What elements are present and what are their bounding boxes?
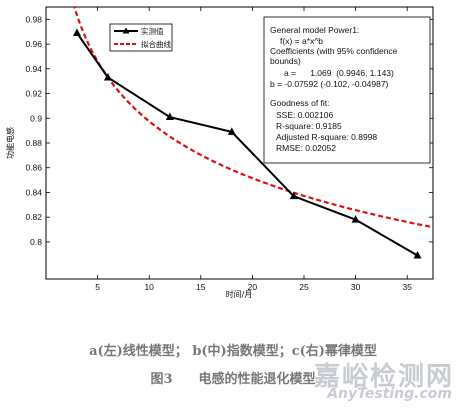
fit-line-goodness: Goodness of fit: [270,98,330,108]
figure-caption-title: 图3 电感的性能退化模型 [150,372,316,387]
legend: 实测值 拟合曲线 [109,23,173,52]
watermark-cn: 嘉峪检测网 [313,362,454,392]
measured-point [351,215,360,223]
y-tick-label: 0.92 [25,89,42,99]
fit-curve-layer [73,7,433,229]
fit-line-rsq: R-square: 0.9185 [276,121,342,131]
fit-line-a: a = 1.069 (0.9946, 1.143) [284,68,394,78]
y-axis-title: 功能电感 [5,127,15,159]
measured-point [165,112,174,121]
fit-line-b: b = -0.07592 (-0.102, -0.04987) [270,79,389,89]
figure-caption-subtitle: a(左)线性模型； b(中)指数模型；c(右)幂律模型 [89,344,377,359]
x-tick-label: 5 [95,282,100,292]
legend-label-measured: 实测值 [141,26,164,36]
x-tick-label: 15 [196,282,206,292]
y-tick-label: 0.82 [25,212,42,222]
measured-point [289,191,298,200]
fit-line-coeffs: Coefficients (with 95% confidence [270,46,398,56]
measured-series-layer [72,28,422,259]
legend-label-fit: 拟合曲线 [141,39,171,49]
x-tick-label: 35 [402,282,412,292]
measured-point [72,28,81,36]
fit-line-bounds: bounds) [270,56,301,66]
fit-line-formula: f(x) = a*x^b [280,36,323,46]
fit-line-sse: SSE: 0.002106 [276,110,333,120]
y-tick-label: 0.8 [30,237,42,247]
x-axis-title: 时间/月 [226,289,253,299]
y-tick-label: 0.84 [25,187,42,197]
fit-line-adjrsq: Adjusted R-square: 0.8998 [276,132,377,142]
x-tick-label: 10 [144,282,154,292]
chart: 5 10 15 20 25 30 35 0.8 0.82 0.84 0.86 0.88 0.9 0.92 0… [5,6,434,299]
y-tick-label: 0.94 [25,64,42,74]
x-tick-label: 25 [299,282,309,292]
fit-info-border [263,16,431,164]
measured-point [103,72,112,81]
watermark-en: AnyTesting.com [327,386,452,402]
y-tick-label: 0.9 [30,113,42,123]
fit-info-box: General model Power1: f(x) = a*x^b Coeff… [263,16,431,164]
y-tick-label: 0.98 [25,14,42,24]
legend-marker-measured [122,27,130,34]
y-tick-label: 0.88 [25,138,42,148]
axis-ticks: 5 10 15 20 25 30 35 0.8 0.82 0.84 0.86 0.88 0.9 0.92 0… [25,7,433,292]
fit-line-model: General model Power1: [270,25,359,35]
x-tick-label: 30 [351,282,361,292]
y-tick-label: 0.96 [25,39,42,49]
fit-curve-line [73,7,433,229]
measured-point [227,127,236,135]
x-tick-label: 20 [248,282,258,292]
measured-point [413,251,422,259]
legend-box [109,23,173,52]
fit-line-rmse: RMSE: 0.02052 [276,143,336,153]
y-tick-label: 0.86 [25,163,42,173]
